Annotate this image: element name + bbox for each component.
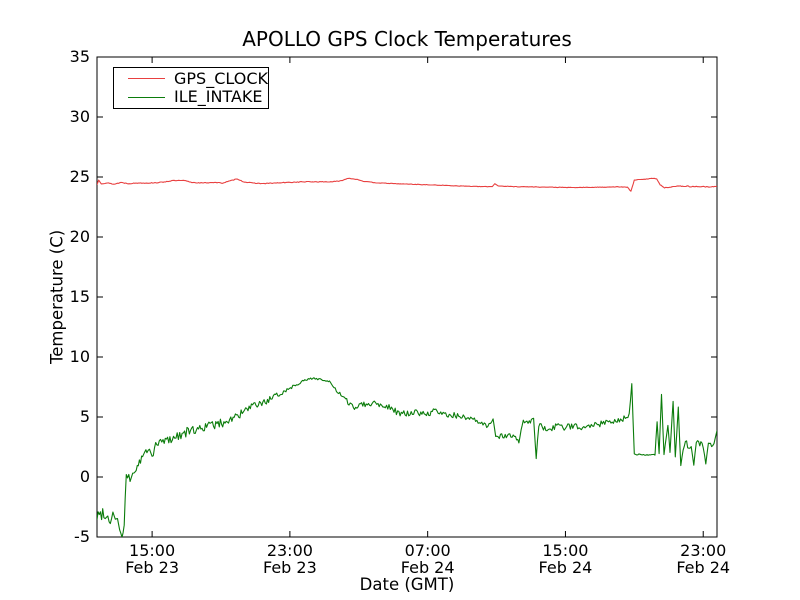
x-tick-label: 15:00 Feb 23	[125, 541, 179, 577]
y-tick-label: -5	[74, 527, 90, 546]
legend-line-sample-ile-intake	[128, 96, 165, 98]
y-tick-label: 20	[69, 227, 90, 246]
y-tick-label: 35	[69, 47, 90, 66]
tick-marks	[97, 56, 717, 538]
legend-label-gps-clock: GPS_CLOCK	[174, 68, 268, 88]
legend-label-ile-intake: ILE_INTAKE	[174, 87, 263, 107]
y-tick-label: 25	[69, 167, 90, 186]
data-series	[97, 177, 717, 537]
legend-item-gps-clock: GPS_CLOCK	[114, 68, 268, 88]
x-tick-label: 23:00 Feb 23	[262, 541, 317, 577]
legend-item-ile-intake: ILE_INTAKE	[114, 89, 268, 105]
chart-title: APOLLO GPS Clock Temperatures	[242, 27, 572, 51]
y-tick-label: 30	[69, 107, 90, 126]
legend-line-sample-gps-clock	[128, 78, 165, 80]
x-tick-label: 23:00 Feb 24	[676, 541, 731, 577]
y-tick-label: 15	[69, 287, 90, 306]
legend: GPS_CLOCK ILE_INTAKE	[113, 67, 269, 109]
x-tick-label: 15:00 Feb 24	[538, 541, 593, 577]
y-tick-label: 0	[79, 467, 90, 486]
series-gps-clock-line	[97, 177, 717, 192]
x-axis-label: Date (GMT)	[359, 575, 455, 594]
plot-area	[96, 56, 718, 538]
y-tick-label: 10	[69, 347, 90, 366]
series-ile-intake-line	[97, 377, 717, 537]
y-tick-label: 5	[79, 407, 90, 426]
x-tick-label: 07:00 Feb 24	[400, 541, 455, 577]
